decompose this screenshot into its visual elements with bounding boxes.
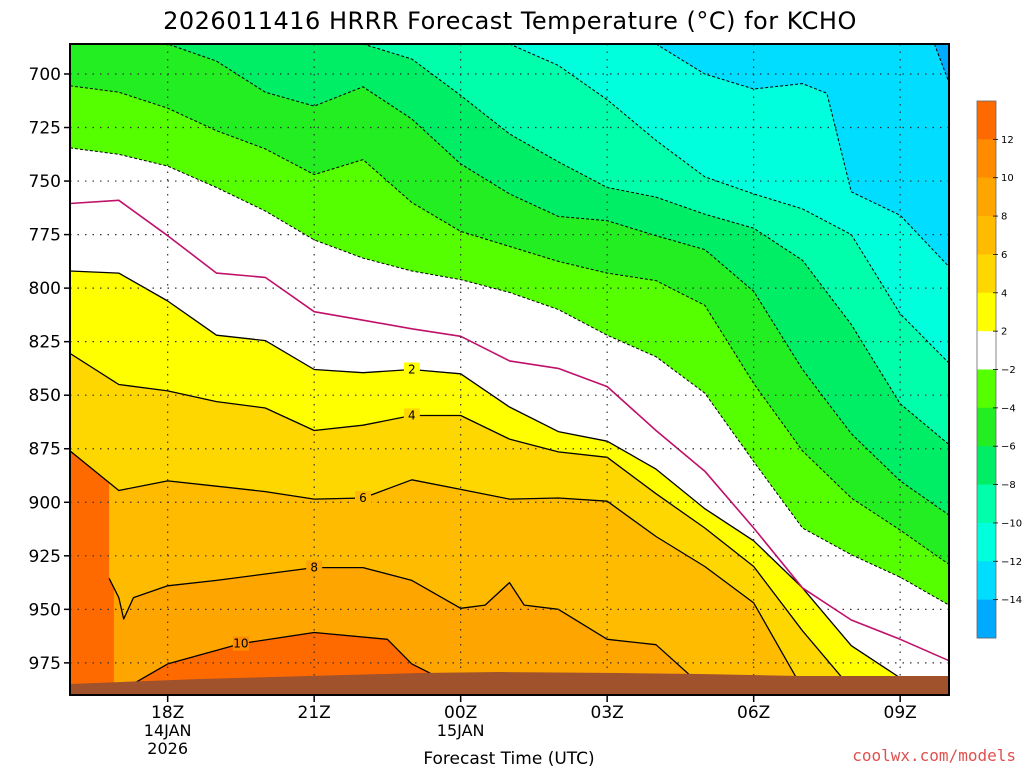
colorbar-band--2 <box>977 331 996 370</box>
colorbar-band-6 <box>977 216 996 255</box>
plot-frame <box>69 43 950 696</box>
x-tick-label-30-0: 06Z <box>737 703 770 723</box>
isotherm-0 <box>70 199 949 662</box>
colorbar-label-2: 8 <box>1001 212 1007 223</box>
colorbar-label-0: 12 <box>1001 135 1014 146</box>
isotherm-2 <box>70 270 901 679</box>
y-tick-label-925: 925 <box>29 547 61 567</box>
contour-label-bg-6 <box>355 490 371 505</box>
colorbar-band-12 <box>977 101 996 140</box>
isotherm-lines <box>70 44 949 695</box>
colorbar-band-2 <box>977 292 996 332</box>
y-axis: 700 725 750 775 800 825 850 875 900 925 950 975 <box>29 65 70 674</box>
colorbar-label-10: −10 <box>1001 518 1022 529</box>
y-tick-label-750: 750 <box>29 172 61 192</box>
y-tick-label-950: 950 <box>29 600 61 620</box>
isotherm--6 <box>94 44 949 516</box>
x-axis-title: Forecast Time (UTC) <box>423 749 594 768</box>
y-tick-label-975: 975 <box>29 654 61 674</box>
colorbar-band--16 <box>977 599 996 639</box>
isotherm--4 <box>70 85 949 565</box>
isotherm--14 <box>933 44 949 83</box>
y-tick-label-700: 700 <box>29 65 61 85</box>
contour-labels: 10 8 6 4 2 <box>232 362 420 651</box>
contour-label-bg-10 <box>232 636 249 651</box>
y-tick-label-725: 725 <box>29 119 61 139</box>
isotherm-10 <box>113 631 461 695</box>
colorbar-label-7: −4 <box>1001 403 1016 414</box>
colorbar-label-1: 10 <box>1001 173 1014 184</box>
y-tick-label-800: 800 <box>29 279 61 299</box>
colorbar-label-9: −8 <box>1001 480 1016 491</box>
contour-label-bg-8 <box>306 560 323 575</box>
y-tick-label-775: 775 <box>29 226 61 246</box>
y-tick-label-825: 825 <box>29 333 61 353</box>
terrain-fill <box>70 672 949 695</box>
colorbar-label-4: 4 <box>1001 288 1007 299</box>
isotherm--10 <box>509 44 949 364</box>
terrain-strip <box>70 672 949 695</box>
colorbar-label-3: 6 <box>1001 250 1007 261</box>
contour-label-bg-4 <box>403 408 420 423</box>
colorbar-band--14 <box>977 561 996 601</box>
contour-label-8: 8 <box>310 561 318 575</box>
colorbar-label-12: −14 <box>1001 595 1022 606</box>
colorbar-band--8 <box>977 446 996 485</box>
chart-title: 2026011416 HRRR Forecast Temperature (°C… <box>163 7 857 35</box>
colorbar-label-8: −6 <box>1001 442 1016 453</box>
y-tick-label-875: 875 <box>29 440 61 460</box>
x-tick-label-18-1: 14JAN <box>144 721 192 740</box>
contour-label-6: 6 <box>359 491 367 505</box>
isotherm--2 <box>70 147 949 606</box>
x-tick-label-18-2: 2026 <box>147 739 188 758</box>
credit-text: coolwx.com/models <box>852 746 1016 765</box>
contour-label-bg-2 <box>403 362 420 377</box>
colorbar-legend: 12 10 8 6 4 2 −2 −4 −6 −8 −10 −12 −14 <box>976 100 1022 639</box>
colorbar-band-8 <box>977 177 996 217</box>
x-tick-label-18-0: 18Z <box>151 703 184 723</box>
isotherm-6 <box>70 450 804 689</box>
colorbar-label-11: −12 <box>1001 557 1022 568</box>
colorbar-label-6: −2 <box>1001 365 1016 376</box>
isotherm--12 <box>655 44 949 268</box>
isotherm-8 <box>108 566 706 690</box>
contour-label-2: 2 <box>408 363 416 377</box>
x-tick-label-24-1: 15JAN <box>437 721 485 740</box>
colorbar-band-4 <box>977 254 996 294</box>
x-tick-label-33-0: 09Z <box>884 703 917 723</box>
colorbar-band--12 <box>977 522 996 562</box>
colorbar-label-5: 2 <box>1001 327 1007 338</box>
colorbar-band--4 <box>977 369 996 409</box>
x-tick-label-24-0: 00Z <box>444 703 477 723</box>
isotherm--8 <box>362 44 949 445</box>
y-tick-label-900: 900 <box>29 493 61 513</box>
isotherm-4 <box>70 352 852 690</box>
contour-label-4: 4 <box>408 409 416 423</box>
contour-label-10: 10 <box>233 637 248 651</box>
colorbar-band--10 <box>977 484 996 524</box>
fill-band--14 <box>656 44 949 267</box>
colorbar-band-10 <box>977 139 996 179</box>
x-tick-label-27-0: 03Z <box>591 703 624 723</box>
y-tick-label-850: 850 <box>29 386 61 406</box>
x-tick-label-21-0: 21Z <box>298 703 331 723</box>
colorbar-band--6 <box>977 407 996 447</box>
